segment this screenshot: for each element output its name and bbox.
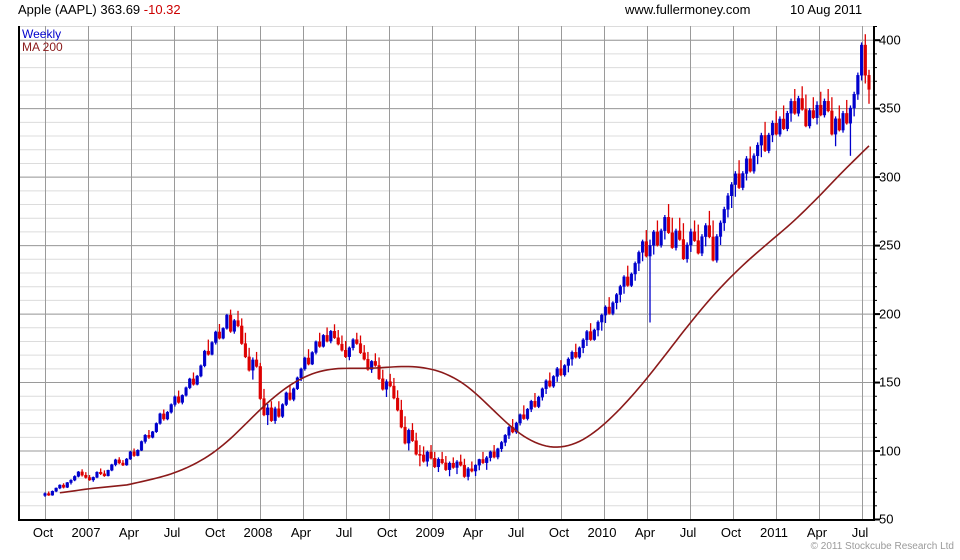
x-axis-tick-label: Oct <box>32 525 54 540</box>
price-change: -10.32 <box>143 2 181 17</box>
x-axis-tick-label: Apr <box>118 525 140 540</box>
x-axis-tick-label: Jul <box>163 525 181 540</box>
instrument-title: Apple (AAPL) 363.69 -10.32 <box>18 2 181 17</box>
x-axis-tick-label: Apr <box>634 525 656 540</box>
instrument-name: Apple (AAPL) <box>18 2 97 17</box>
y-axis-tick-label: 150 <box>879 374 901 390</box>
y-axis-tick-label: 250 <box>879 237 901 253</box>
x-axis-tick-label: Apr <box>806 525 828 540</box>
y-axis-tick-label: 400 <box>879 32 901 48</box>
x-axis-tick-label: 2007 <box>71 525 101 540</box>
y-axis-tick-label: 200 <box>879 306 901 322</box>
x-axis-tick-label: Jul <box>507 525 525 540</box>
x-axis-tick-label: Apr <box>290 525 312 540</box>
x-axis-tick-label: 2011 <box>760 525 788 540</box>
x-axis-tick-label: Oct <box>548 525 570 540</box>
candlestick-series <box>43 34 871 497</box>
y-axis-tick-label: 100 <box>879 443 901 459</box>
major-gridlines <box>20 39 873 452</box>
chart-date: 10 Aug 2011 <box>790 2 863 17</box>
x-axis-tick-label: 2010 <box>587 525 617 540</box>
last-price: 363.69 <box>100 2 141 17</box>
x-axis-tick-label: 2008 <box>243 525 273 540</box>
x-axis-tick-label: Jul <box>335 525 353 540</box>
price-plot-area[interactable] <box>18 26 873 521</box>
legend-item-weekly: Weekly <box>22 27 62 41</box>
x-axis-tick-label: 2009 <box>415 525 445 540</box>
ma200-line <box>59 145 870 494</box>
x-axis-tick-label: Oct <box>204 525 226 540</box>
x-axis-tick-label: Jul <box>851 525 869 540</box>
x-axis-tick-label: Jul <box>679 525 697 540</box>
chart-legend: Weekly MA 200 <box>22 28 63 54</box>
legend-item-ma200: MA 200 <box>22 40 63 54</box>
copyright-notice: © 2011 Stockcube Research Ltd <box>810 541 954 552</box>
grid-and-series <box>20 26 873 519</box>
x-axis-tick-label: Apr <box>462 525 484 540</box>
chart-header: Apple (AAPL) 363.69 -10.32 www.fullermon… <box>0 0 960 22</box>
y-axis-tick-label: 300 <box>879 169 901 185</box>
minor-gridlines <box>20 26 873 507</box>
y-axis-tick-label: 350 <box>879 100 901 116</box>
y-axis-ticks <box>873 26 880 521</box>
site-url: www.fullermoney.com <box>625 2 751 17</box>
y-axis-tick-label: 50 <box>879 511 894 527</box>
x-axis-tick-label: Oct <box>376 525 398 540</box>
x-axis-tick-label: Oct <box>720 525 742 540</box>
